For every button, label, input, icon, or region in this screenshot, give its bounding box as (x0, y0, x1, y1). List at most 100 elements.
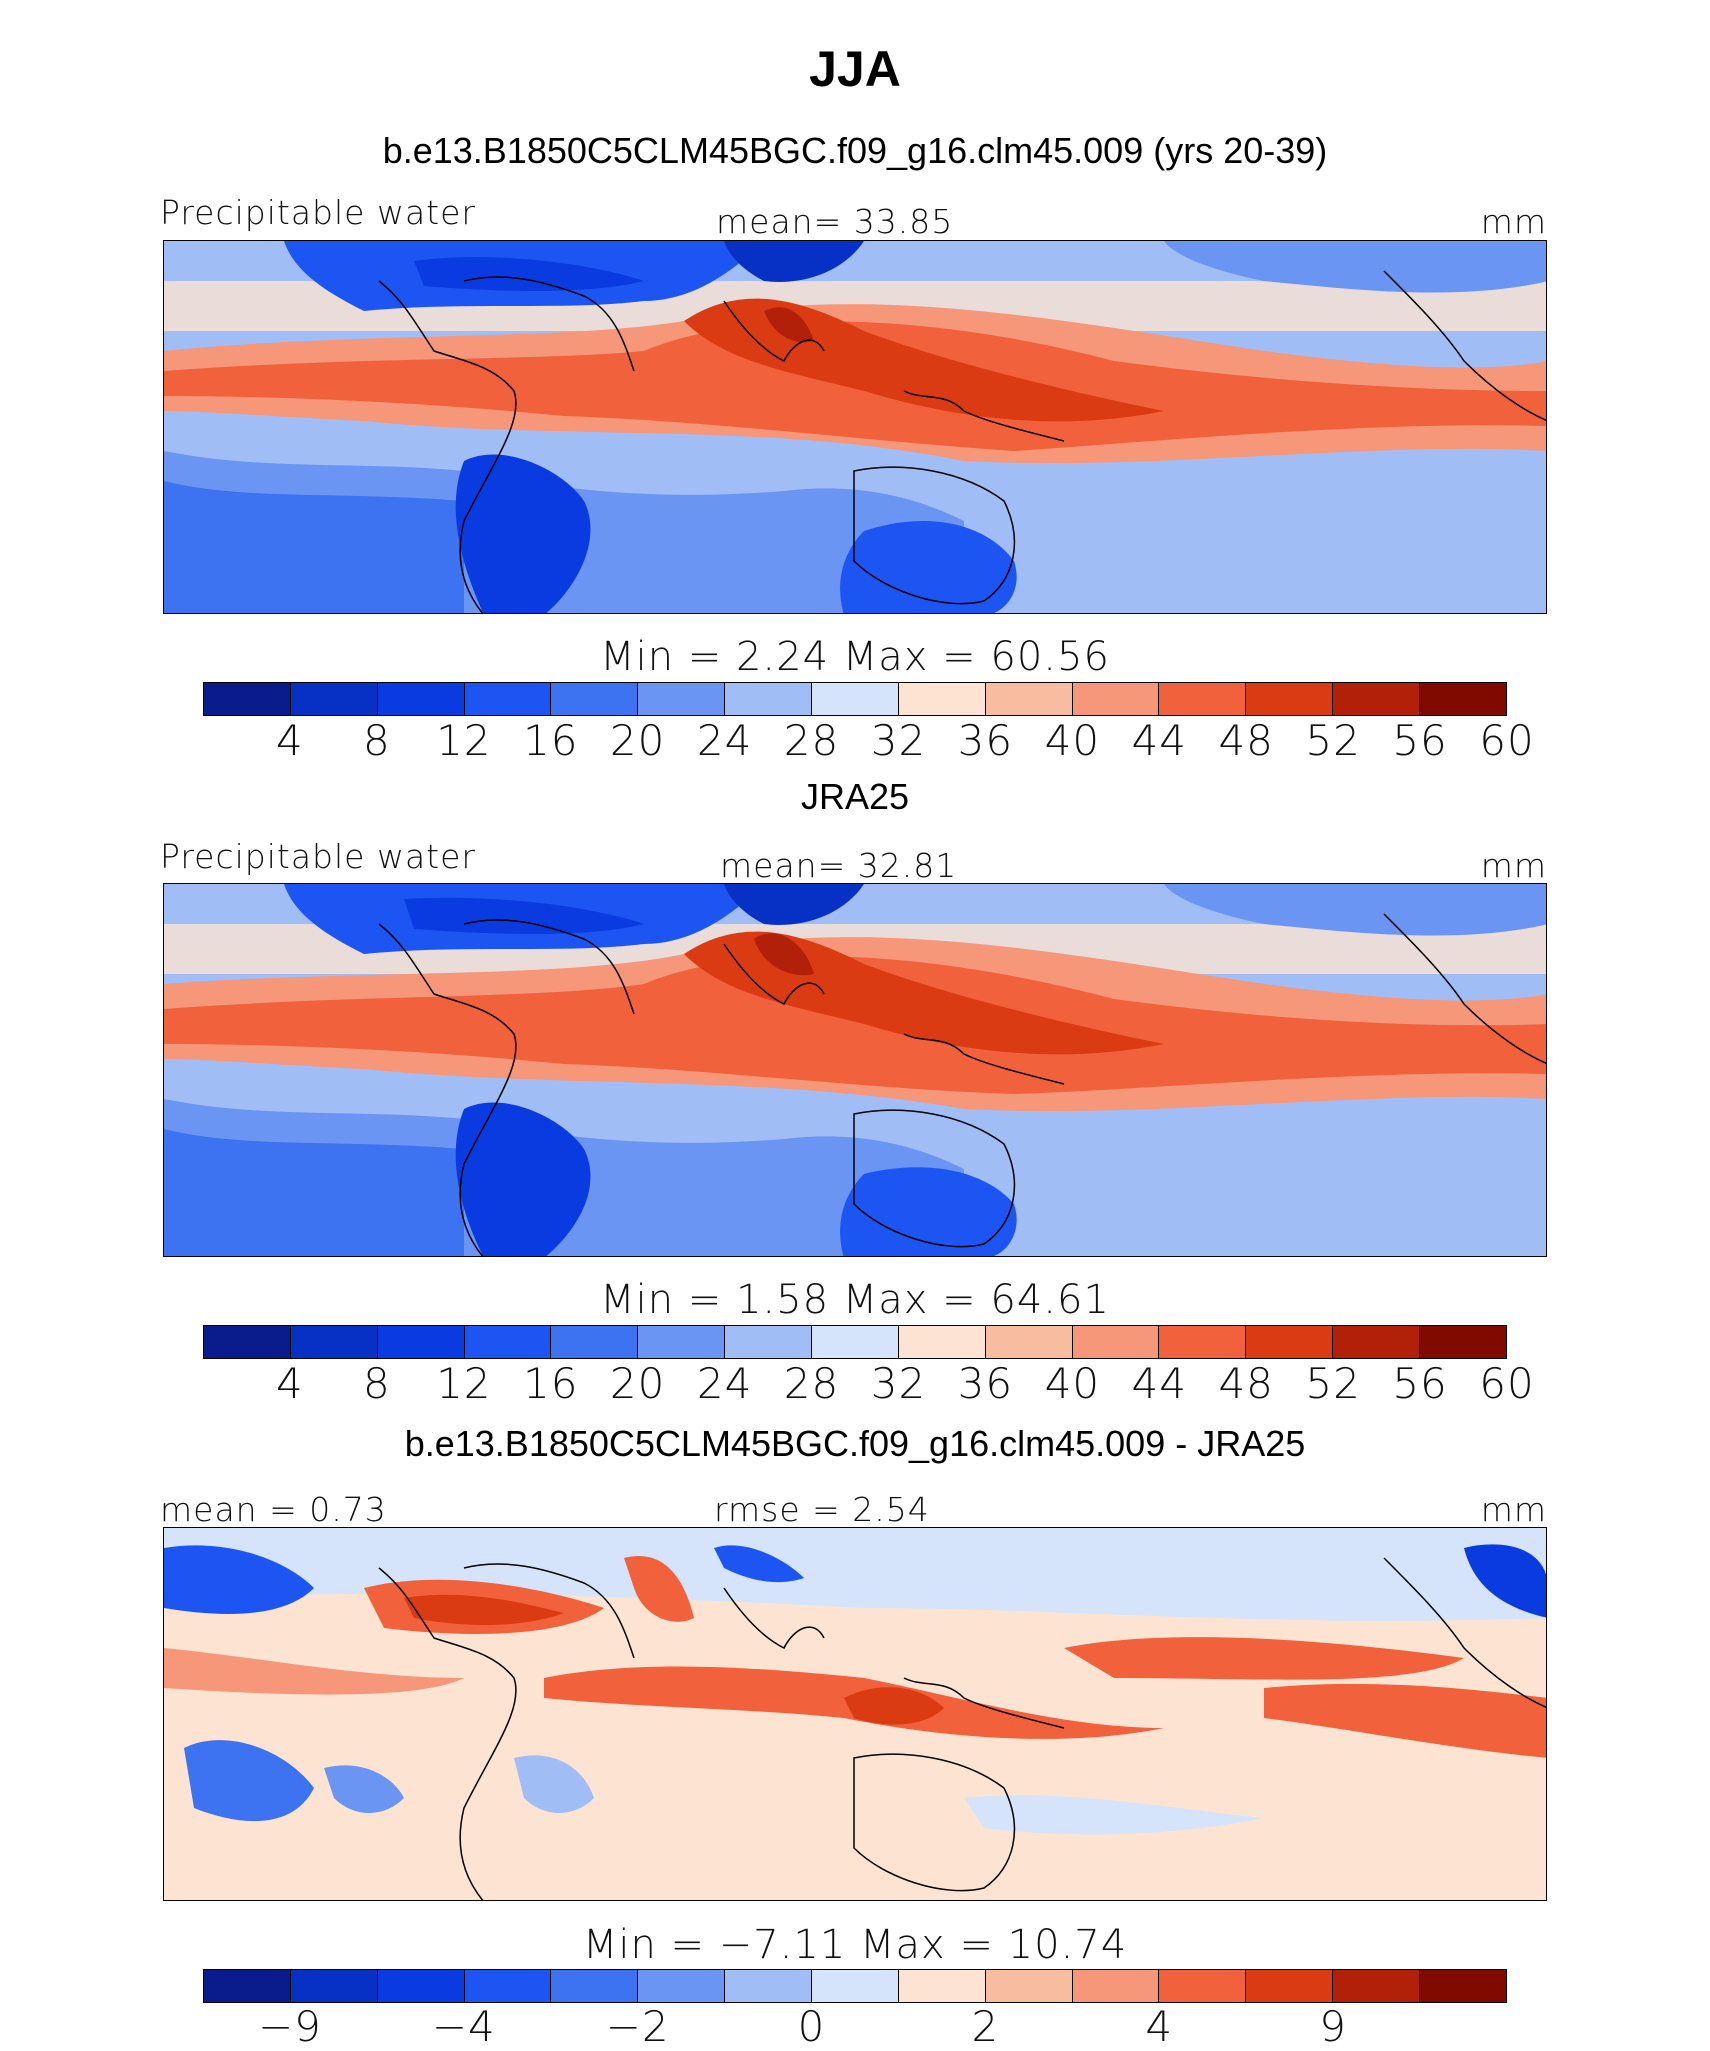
panel-3-map-svg (164, 1528, 1546, 1900)
colorbar-tick-label: 4 (276, 1359, 304, 1408)
colorbar-swatch (638, 1326, 726, 1358)
colorbar-tick-label: 32 (870, 1359, 927, 1408)
panel-3-units-label: mm (1480, 1490, 1547, 1529)
panel-1-map-svg (164, 241, 1546, 613)
colorbar-swatch (1072, 1326, 1160, 1358)
colorbar-swatch (290, 683, 378, 715)
colorbar-tick-label: 48 (1218, 1359, 1274, 1408)
colorbar-swatch (725, 683, 813, 715)
colorbar-swatch (812, 683, 899, 715)
panel-1-units-label: mm (1480, 202, 1547, 241)
colorbar-tick-label: 60 (1479, 1359, 1535, 1408)
colorbar-swatch (725, 1970, 813, 2002)
colorbar-swatch (725, 1326, 813, 1358)
colorbar-swatch (638, 1970, 726, 2002)
colorbar-swatch (898, 683, 986, 715)
panel-1-map (163, 240, 1547, 614)
colorbar-swatch (1420, 683, 1506, 715)
colorbar-tick-label: 0 (797, 2002, 826, 2051)
panel-3-rmse-label: rmse = 2.54 (714, 1490, 930, 1529)
colorbar-swatch (1246, 683, 1334, 715)
panel-1-minmax: Min = 2.24 Max = 60.56 (600, 634, 1110, 680)
panel-3-mean-label: mean = 0.73 (160, 1490, 387, 1529)
colorbar-tick-label: 12 (436, 1359, 492, 1408)
colorbar-tick-label: 52 (1305, 1359, 1361, 1408)
colorbar-tick-label: 32 (870, 716, 927, 765)
colorbar-swatch (1333, 683, 1421, 715)
colorbar-swatch (1159, 683, 1247, 715)
colorbar-swatch (638, 683, 726, 715)
panel-3-colorbar-ticks: −9 −4 −2 0 2 4 9 (203, 2002, 1507, 2051)
colorbar-swatch (464, 1326, 552, 1358)
panel-3-title: b.e13.B1850C5CLM45BGC.f09_g16.clm45.009 … (404, 1423, 1306, 1464)
colorbar-swatch (1159, 1970, 1247, 2002)
colorbar-swatch (898, 1970, 986, 2002)
colorbar-swatch (290, 1970, 378, 2002)
colorbar-tick-label: 28 (783, 1359, 840, 1408)
colorbar-tick-label: 8 (362, 1359, 391, 1408)
panel-1-colorbar-ticks: 4 8 12 16 20 24 28 32 36 40 44 48 52 56 60 (203, 716, 1534, 765)
colorbar-swatch (1333, 1970, 1421, 2002)
colorbar-tick-label: 56 (1392, 716, 1448, 765)
colorbar-swatch (204, 1970, 291, 2002)
panel-2-mean-label: mean= 32.81 (720, 846, 958, 885)
colorbar-swatch (1246, 1970, 1334, 2002)
colorbar-tick-label: 20 (609, 716, 666, 765)
colorbar-swatch (290, 1326, 378, 1358)
panel-2-variable-label: Precipitable water (160, 837, 476, 876)
colorbar-tick-label: 60 (1479, 716, 1535, 765)
colorbar-tick-label: 4 (1145, 2002, 1174, 2051)
panel-2-colorbar (203, 1325, 1507, 1359)
colorbar-tick-label: 48 (1218, 716, 1274, 765)
panel-1-mean-label: mean= 33.85 (716, 202, 954, 241)
colorbar-swatch (1420, 1970, 1506, 2002)
colorbar-swatch (1072, 1970, 1160, 2002)
colorbar-swatch (985, 1970, 1073, 2002)
colorbar-tick-label: 44 (1131, 1359, 1187, 1408)
colorbar-tick-label: −9 (257, 2002, 322, 2051)
colorbar-swatch (551, 1326, 639, 1358)
panel-2-title: JRA25 (800, 776, 910, 817)
colorbar-tick-label: 52 (1305, 716, 1361, 765)
colorbar-swatch (377, 683, 465, 715)
panel-2-map (163, 883, 1547, 1257)
panel-1-variable-label: Precipitable water (160, 193, 476, 232)
colorbar-swatch (1072, 683, 1160, 715)
colorbar-tick-label: 2 (971, 2002, 1000, 2051)
colorbar-tick-label: 20 (609, 1359, 666, 1408)
colorbar-tick-label: −4 (431, 2002, 496, 2051)
colorbar-swatch (204, 1326, 291, 1358)
colorbar-swatch (1420, 1326, 1506, 1358)
colorbar-tick-label: 24 (696, 716, 753, 765)
colorbar-tick-label: 36 (957, 716, 1014, 765)
colorbar-tick-label: 28 (783, 716, 840, 765)
panel-2-map-svg (164, 884, 1546, 1256)
colorbar-swatch (1333, 1326, 1421, 1358)
colorbar-swatch (464, 683, 552, 715)
colorbar-tick-label: 56 (1392, 1359, 1448, 1408)
panel-1-title: b.e13.B1850C5CLM45BGC.f09_g16.clm45.009 … (382, 130, 1328, 171)
colorbar-swatch (985, 683, 1073, 715)
colorbar-swatch (377, 1326, 465, 1358)
colorbar-tick-label: 40 (1044, 1359, 1101, 1408)
colorbar-tick-label: 16 (522, 1359, 579, 1408)
panel-2-units-label: mm (1480, 846, 1547, 885)
panel-2-colorbar-ticks: 4 8 12 16 20 24 28 32 36 40 44 48 52 56 60 (203, 1359, 1534, 1408)
colorbar-swatch (377, 1970, 465, 2002)
colorbar-tick-label: 44 (1131, 716, 1187, 765)
panel-3-colorbar (203, 1969, 1507, 2003)
colorbar-swatch (464, 1970, 552, 2002)
colorbar-swatch (812, 1326, 899, 1358)
colorbar-swatch (812, 1970, 899, 2002)
colorbar-tick-label: −2 (605, 2002, 670, 2051)
colorbar-tick-label: 24 (696, 1359, 753, 1408)
colorbar-tick-label: 4 (276, 716, 304, 765)
figure-title: JJA (809, 41, 901, 97)
panel-3-minmax: Min = −7.11 Max = 10.74 (582, 1922, 1128, 1968)
colorbar-swatch (204, 683, 291, 715)
panel-1-colorbar (203, 682, 1507, 716)
colorbar-swatch (1246, 1326, 1334, 1358)
colorbar-swatch (1159, 1326, 1247, 1358)
colorbar-tick-label: 36 (957, 1359, 1014, 1408)
colorbar-swatch (551, 683, 639, 715)
